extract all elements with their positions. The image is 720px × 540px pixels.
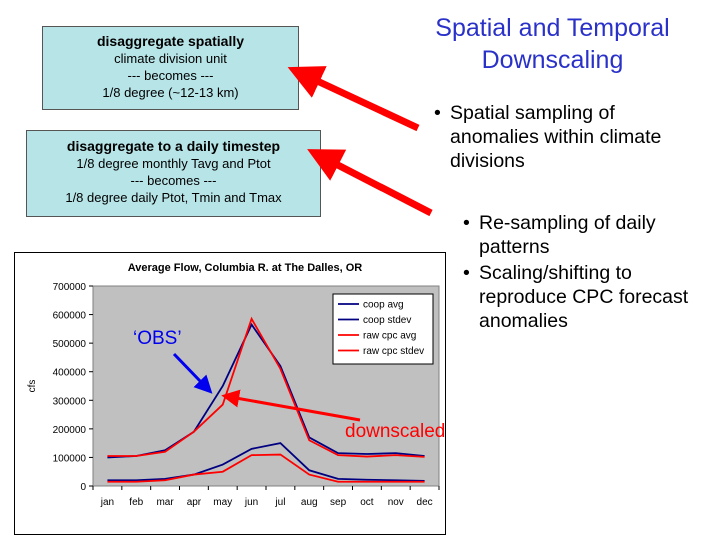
y-tick-label: 700000 xyxy=(53,282,87,293)
legend-label: raw cpc avg xyxy=(363,331,416,342)
bullet-list-bottom: Re-sampling of daily patterns Scaling/sh… xyxy=(461,211,716,335)
arrow-to-box1 xyxy=(287,66,420,132)
y-tick-label: 400000 xyxy=(53,368,87,379)
disaggregate-timestep-box: disaggregate to a daily timestep 1/8 deg… xyxy=(26,130,321,217)
x-tick-label: jun xyxy=(244,497,258,508)
x-tick-label: dec xyxy=(417,497,433,508)
bullet-item: Scaling/shifting to reproduce CPC foreca… xyxy=(461,261,716,333)
box2-line: 1/8 degree daily Ptot, Tmin and Tmax xyxy=(65,190,282,205)
x-tick-label: apr xyxy=(187,497,202,508)
box2-heading: disaggregate to a daily timestep xyxy=(66,138,281,154)
y-tick-label: 200000 xyxy=(53,425,87,436)
y-tick-label: 300000 xyxy=(53,396,87,407)
box2-line: 1/8 degree monthly Tavg and Ptot xyxy=(76,156,271,171)
y-tick-label: 100000 xyxy=(53,453,87,464)
y-tick-label: 0 xyxy=(80,482,86,493)
obs-annotation: ‘OBS’ xyxy=(133,328,182,349)
disaggregate-spatially-box: disaggregate spatially climate division … xyxy=(42,26,299,110)
x-tick-label: aug xyxy=(301,497,318,508)
x-tick-label: sep xyxy=(330,497,347,508)
series-line-raw-cpc-stdev xyxy=(107,453,425,483)
y-axis-label: cfs xyxy=(27,380,38,393)
x-tick-label: feb xyxy=(129,497,143,508)
box1-line: climate division unit xyxy=(114,51,227,66)
legend-label: coop stdev xyxy=(363,315,411,326)
x-tick-label: oct xyxy=(360,497,374,508)
x-tick-label: jan xyxy=(100,497,114,508)
downscaled-annotation: downscaled xyxy=(345,421,446,442)
box2-line: --- becomes --- xyxy=(130,173,217,188)
box1-line: --- becomes --- xyxy=(127,68,214,83)
slide-title: Spatial and Temporal Downscaling xyxy=(435,14,670,74)
series-line-coop-stdev xyxy=(107,442,425,482)
bullet-list-top: Spatial sampling of anomalies within cli… xyxy=(432,101,692,173)
x-tick-label: jul xyxy=(274,497,285,508)
legend-label: raw cpc stdev xyxy=(363,346,424,357)
bullet-item: Re-sampling of daily patterns xyxy=(461,211,716,259)
x-tick-label: mar xyxy=(156,497,174,508)
y-tick-label: 600000 xyxy=(53,311,87,322)
box1-line: 1/8 degree (~12-13 km) xyxy=(102,85,239,100)
y-tick-label: 500000 xyxy=(53,339,87,350)
x-tick-label: may xyxy=(213,497,232,508)
bullet-item: Spatial sampling of anomalies within cli… xyxy=(432,101,692,173)
flow-chart: Average Flow, Columbia R. at The Dalles,… xyxy=(27,262,440,508)
x-tick-label: nov xyxy=(388,497,404,508)
flow-chart-panel: Average Flow, Columbia R. at The Dalles,… xyxy=(14,252,446,535)
box1-heading: disaggregate spatially xyxy=(96,33,245,49)
legend-box xyxy=(332,293,434,365)
arrow-to-box2 xyxy=(307,149,433,217)
legend-label: coop avg xyxy=(363,300,404,311)
chart-title: Average Flow, Columbia R. at The Dalles,… xyxy=(128,262,363,274)
series-line-raw-cpc-avg xyxy=(107,316,425,458)
